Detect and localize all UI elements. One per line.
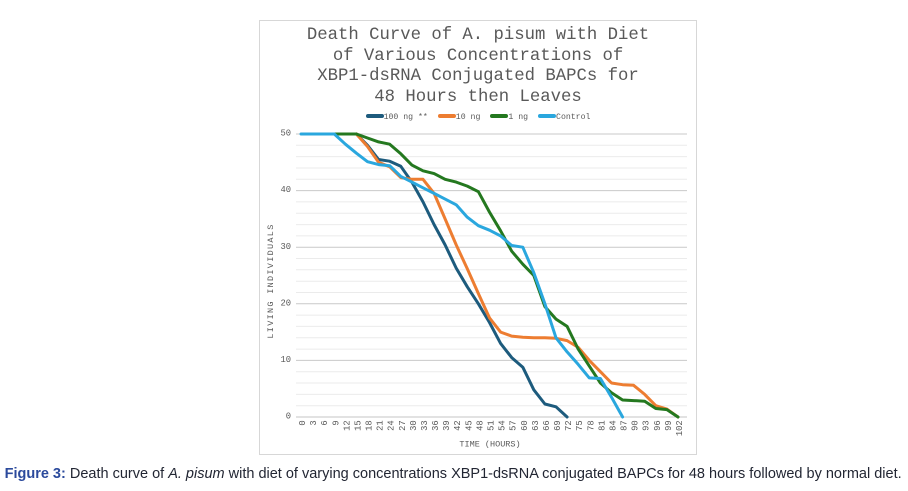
svg-text:10: 10 — [280, 355, 291, 365]
svg-text:42: 42 — [453, 420, 463, 431]
svg-text:102: 102 — [675, 420, 685, 436]
svg-text:LIVING INDIVIDUALS: LIVING INDIVIDUALS — [266, 223, 276, 338]
svg-text:0: 0 — [286, 412, 291, 422]
svg-text:TIME (HOURS): TIME (HOURS) — [459, 439, 520, 449]
svg-text:63: 63 — [531, 420, 541, 431]
svg-text:51: 51 — [487, 420, 497, 431]
svg-text:48: 48 — [475, 420, 485, 431]
svg-text:30: 30 — [409, 420, 419, 431]
svg-text:12: 12 — [342, 420, 352, 431]
svg-text:66: 66 — [542, 420, 552, 431]
svg-text:6: 6 — [320, 420, 330, 425]
svg-text:18: 18 — [365, 420, 375, 431]
svg-text:21: 21 — [376, 420, 386, 431]
svg-text:27: 27 — [398, 420, 408, 431]
svg-text:87: 87 — [620, 420, 630, 431]
svg-text:90: 90 — [631, 420, 641, 431]
svg-text:81: 81 — [597, 420, 607, 431]
svg-text:15: 15 — [353, 420, 363, 431]
svg-text:24: 24 — [387, 420, 397, 431]
svg-text:96: 96 — [653, 420, 663, 431]
svg-text:78: 78 — [586, 420, 596, 431]
svg-text:0: 0 — [298, 420, 308, 425]
svg-text:84: 84 — [609, 420, 619, 431]
svg-text:30: 30 — [280, 242, 291, 252]
svg-text:54: 54 — [498, 420, 508, 431]
svg-text:9: 9 — [331, 420, 341, 425]
svg-text:57: 57 — [509, 420, 519, 431]
svg-text:75: 75 — [575, 420, 585, 431]
svg-text:60: 60 — [520, 420, 530, 431]
svg-text:33: 33 — [420, 420, 430, 431]
svg-text:39: 39 — [442, 420, 452, 431]
svg-text:20: 20 — [280, 298, 291, 308]
svg-text:45: 45 — [464, 420, 474, 431]
svg-text:69: 69 — [553, 420, 563, 431]
svg-text:72: 72 — [564, 420, 574, 431]
svg-text:99: 99 — [664, 420, 674, 431]
svg-text:93: 93 — [642, 420, 652, 431]
svg-text:36: 36 — [431, 420, 441, 431]
svg-text:40: 40 — [280, 185, 291, 195]
svg-text:50: 50 — [280, 129, 291, 139]
svg-text:3: 3 — [309, 420, 319, 425]
